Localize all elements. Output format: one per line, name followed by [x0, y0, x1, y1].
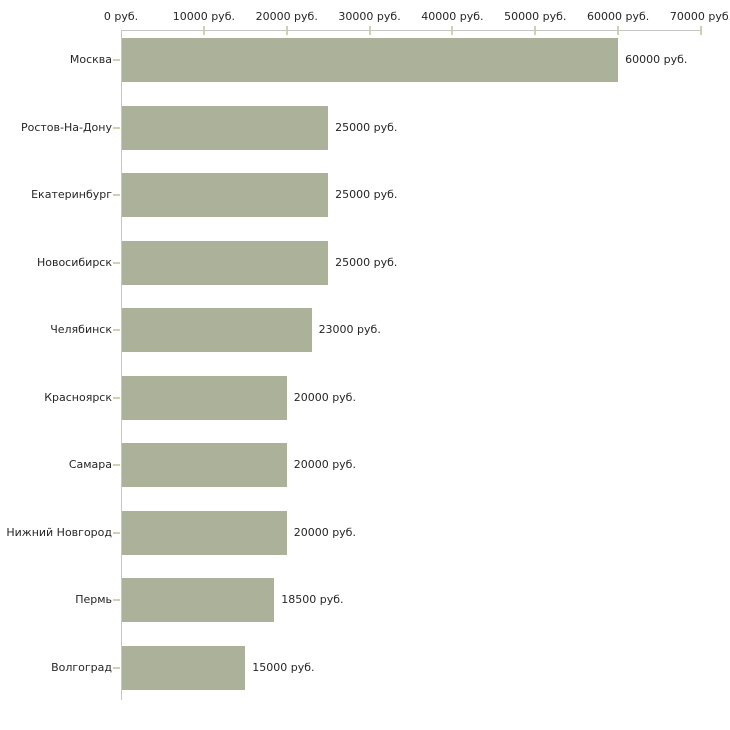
category-tick-mark — [113, 396, 120, 399]
category-tick-mark — [113, 261, 120, 264]
category-tick-mark — [113, 59, 120, 61]
x-axis-tick-label: 50000 руб. — [504, 10, 567, 23]
category-label: Нижний Новгород — [6, 525, 112, 539]
category-label: Красноярск — [44, 390, 112, 404]
value-label: 25000 руб. — [335, 120, 398, 134]
value-label: 25000 руб. — [335, 255, 398, 269]
value-label: 20000 руб. — [293, 525, 356, 539]
category-tick-mark — [113, 464, 120, 467]
value-label: 20000 руб. — [293, 390, 356, 404]
category-tick-mark — [113, 194, 120, 197]
category-label: Пермь — [75, 593, 112, 607]
value-label: 18500 руб. — [281, 593, 344, 607]
bar — [122, 375, 287, 420]
category-label: Челябинск — [50, 323, 112, 337]
bar — [122, 173, 329, 218]
bar — [122, 510, 287, 555]
category-tick-mark — [113, 531, 120, 534]
value-label: 25000 руб. — [335, 188, 398, 202]
y-axis-line — [121, 30, 122, 700]
category-tick-mark — [113, 666, 120, 669]
x-axis-tick-label: 40000 руб. — [421, 10, 484, 23]
category-label: Самара — [68, 458, 112, 472]
category-label: Волгоград — [51, 660, 112, 674]
category-tick-mark — [113, 599, 120, 602]
x-axis-tick-label: 20000 руб. — [255, 10, 318, 23]
x-axis-tick-label: 0 руб. — [103, 10, 139, 23]
x-axis-tick-mark — [700, 26, 702, 35]
category-label: Новосибирск — [36, 255, 112, 269]
value-label: 20000 руб. — [293, 458, 356, 472]
value-label: 23000 руб. — [318, 323, 381, 337]
bar — [122, 578, 275, 623]
x-axis-line — [121, 30, 701, 31]
bar — [122, 38, 619, 82]
x-axis-tick-label: 60000 руб. — [587, 10, 650, 23]
category-tick-mark — [113, 329, 120, 332]
category-label: Екатеринбург — [31, 188, 112, 202]
bar — [122, 443, 287, 488]
bar — [122, 105, 329, 150]
bar — [122, 645, 246, 690]
category-tick-mark — [113, 126, 120, 129]
bar — [122, 240, 329, 285]
bar — [122, 308, 312, 353]
x-axis-tick-label: 70000 руб. — [669, 10, 730, 23]
value-label: 15000 руб. — [252, 660, 315, 674]
value-label: 60000 руб. — [625, 53, 688, 66]
x-axis-tick-label: 10000 руб. — [172, 10, 235, 23]
category-label: Москва — [69, 53, 112, 66]
x-axis-tick-label: 30000 руб. — [338, 10, 401, 23]
category-label: Ростов-На-Дону — [20, 120, 112, 134]
